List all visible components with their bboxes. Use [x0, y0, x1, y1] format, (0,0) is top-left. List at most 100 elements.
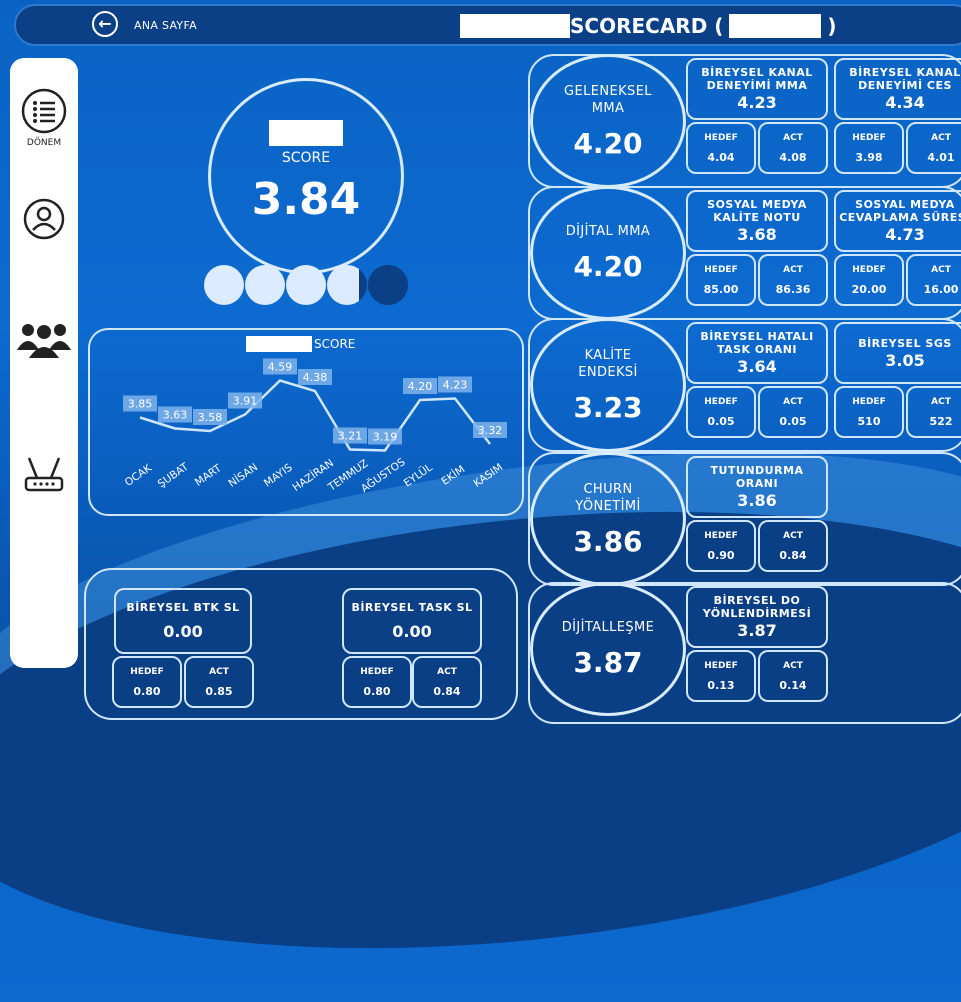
score-value: 3.84 — [251, 173, 361, 225]
actual-label: ACT — [783, 396, 803, 407]
sidebar-item-donem[interactable]: DÖNEM — [10, 88, 78, 148]
svg-text:3.58: 3.58 — [198, 411, 223, 424]
target-label: HEDEF — [704, 396, 738, 407]
kpi-value: 4.73 — [885, 225, 925, 244]
kpi-card: TUTUNDURMA ORANI 3.86 — [686, 456, 828, 518]
data-label: 4.59 — [263, 358, 297, 375]
svg-text:4.38: 4.38 — [303, 371, 328, 384]
group-name: DİJİTAL MMA — [565, 224, 651, 239]
redacted-block — [21, 246, 67, 266]
group-name: CHURN YÖNETİMİ — [575, 481, 641, 514]
svg-text:3.21: 3.21 — [338, 430, 363, 443]
kpi-value: 0.00 — [392, 622, 432, 641]
group-value: 4.20 — [573, 250, 643, 283]
data-label: 3.91 — [228, 392, 262, 409]
target-value: 20.00 — [851, 282, 887, 296]
trend-line — [139, 379, 491, 452]
svg-text:3.85: 3.85 — [128, 398, 153, 411]
kpi-card: SOSYAL MEDYA KALİTE NOTU 3.68 — [686, 190, 828, 252]
target-value: 85.00 — [703, 282, 739, 296]
score-dot — [286, 265, 326, 305]
group-name: KALİTE ENDEKSİ — [578, 347, 638, 380]
group-value: 4.20 — [573, 126, 643, 160]
kpi-title: SOSYAL MEDYA KALİTE NOTU — [707, 198, 807, 224]
kpi-actual: ACT 0.05 — [758, 386, 828, 438]
actual-value: 0.84 — [433, 684, 461, 698]
kpi-card: BİREYSEL KANAL DENEYİMİ MMA 4.23 — [686, 58, 828, 120]
target-label: HEDEF — [130, 666, 164, 677]
svg-text:3.63: 3.63 — [163, 409, 188, 422]
kpi-btk-sl: BİREYSEL BTK SL 0.00 — [114, 588, 252, 654]
redacted-block — [246, 336, 312, 352]
group-value: 3.87 — [573, 646, 643, 679]
group-panel — [528, 318, 961, 452]
sidebar-item-user[interactable] — [10, 198, 78, 266]
kpi-title: TUTUNDURMA ORANI — [710, 464, 804, 490]
redacted-block — [460, 14, 570, 38]
kpi-card: BİREYSEL KANAL DENEYİMİ CES 4.34 — [834, 58, 961, 120]
kpi-target: HEDEF 4.04 — [686, 122, 756, 174]
kpi-value: 4.34 — [885, 93, 925, 112]
actual-label: ACT — [931, 396, 951, 407]
actual-label: ACT — [931, 264, 951, 275]
group-value: 3.23 — [573, 390, 643, 424]
kpi-value: 3.68 — [737, 225, 777, 244]
data-label: 4.20 — [403, 378, 437, 394]
actual-value: 16.00 — [923, 282, 959, 296]
kpi-value: 3.05 — [885, 350, 925, 370]
kpi-actual: ACT 0.84 — [758, 520, 828, 572]
score-dot — [245, 265, 285, 305]
target-label: HEDEF — [704, 660, 738, 671]
page-title: SCORECARD ( ) — [460, 13, 837, 39]
target-value: 510 — [857, 414, 881, 428]
svg-text:3.32: 3.32 — [478, 424, 503, 437]
title-close: ) — [827, 14, 837, 38]
target-value: 0.80 — [363, 684, 391, 698]
kpi-task-sl: BİREYSEL TASK SL 0.00 — [342, 588, 482, 654]
kpi-value: 4.23 — [737, 93, 777, 112]
kpi-actual: ACT 0.84 — [412, 656, 482, 708]
data-label: 3.58 — [193, 409, 227, 425]
sidebar: DÖNEM — [10, 58, 78, 668]
group-name: DİJİTALLEŞME — [561, 620, 655, 635]
kpi-actual: ACT 4.08 — [758, 122, 828, 174]
target-label: HEDEF — [852, 132, 886, 143]
svg-text:4.23: 4.23 — [443, 379, 468, 392]
svg-text:3.19: 3.19 — [373, 431, 398, 444]
home-link[interactable]: ANA SAYFA — [134, 19, 197, 32]
group-score-circle: GELENEKSEL MMA 4.20 — [530, 54, 686, 188]
actual-value: 4.01 — [927, 150, 955, 164]
kpi-target: HEDEF 0.80 — [342, 656, 412, 708]
sidebar-item-team[interactable] — [10, 320, 78, 384]
x-tick-label: NİSAN — [226, 460, 260, 489]
kpi-title: BİREYSEL KANAL DENEYİMİ CES — [849, 66, 961, 92]
kpi-actual: ACT 86.36 — [758, 254, 828, 306]
kpi-target: HEDEF 0.13 — [686, 650, 756, 702]
back-arrow-icon[interactable]: ← — [92, 11, 118, 37]
score-dot — [368, 265, 408, 305]
target-label: HEDEF — [704, 530, 738, 541]
redacted-block — [269, 119, 343, 146]
x-tick-label: MART — [193, 462, 224, 489]
group-score-circle: DİJİTALLEŞME 3.87 — [530, 582, 686, 716]
kpi-card: BİREYSEL DO YÖNLENDİRMESİ 3.87 — [686, 586, 828, 648]
kpi-actual: ACT 4.01 — [906, 122, 961, 174]
actual-label: ACT — [783, 132, 803, 143]
kpi-target: HEDEF 0.90 — [686, 520, 756, 572]
kpi-actual: ACT 0.85 — [184, 656, 254, 708]
kpi-target: HEDEF 3.98 — [834, 122, 904, 174]
kpi-target: HEDEF 510 — [834, 386, 904, 438]
kpi-card: BİREYSEL HATALI TASK ORANI 3.64 — [686, 322, 828, 384]
score-label: SCORE — [281, 149, 331, 166]
actual-label: ACT — [783, 660, 803, 671]
redacted-block — [26, 502, 62, 522]
sidebar-item-device[interactable] — [10, 454, 78, 522]
kpi-value: 0.00 — [163, 622, 203, 641]
kpi-target: HEDEF 0.05 — [686, 386, 756, 438]
group-panel — [528, 452, 961, 586]
x-tick-label: KASIM — [471, 461, 505, 490]
actual-value: 0.85 — [205, 684, 233, 698]
trend-chart-title: SCORE — [246, 336, 355, 352]
bottom-panel — [84, 568, 518, 720]
kpi-title: BİREYSEL SGS — [858, 336, 952, 350]
